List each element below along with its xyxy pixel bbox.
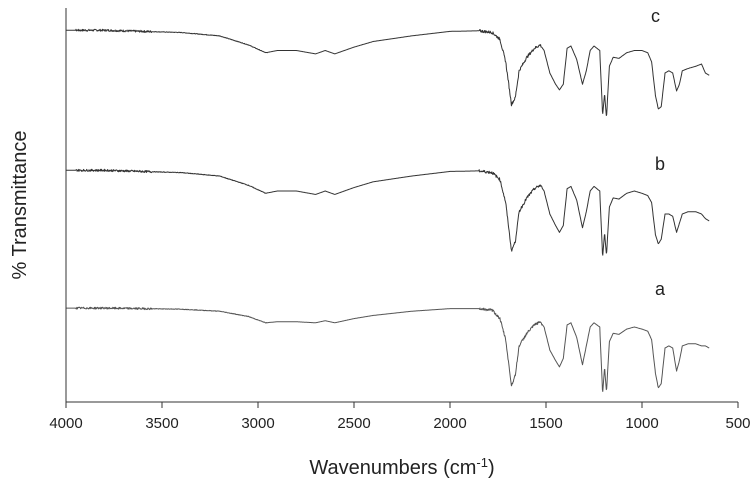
x-ticks: 4000 3500 3000 2500 2000 1500 1000 500 (49, 402, 751, 432)
x-tick-label: 3500 (145, 415, 178, 432)
x-axis-title-main: Wavenumbers (cm (309, 457, 476, 479)
series-label-c: c (651, 6, 660, 26)
x-tick-label: 500 (725, 415, 750, 432)
x-tick-label: 3000 (241, 415, 274, 432)
spectrum-line-b (65, 168, 710, 256)
spectrum-line-a (65, 306, 710, 392)
x-tick-label: 1500 (529, 415, 562, 432)
x-axis-title: Wavenumbers (cm-1) (309, 455, 494, 480)
series-label-a: a (655, 279, 666, 299)
x-tick-label: 4000 (49, 415, 82, 432)
plot-area: c b a (65, 6, 710, 392)
spectrum-line-c (65, 28, 710, 116)
x-axis-title-close: ) (488, 457, 495, 479)
series-label-b: b (655, 154, 665, 174)
x-axis-title-superscript: -1 (476, 455, 488, 470)
x-tick-label: 2500 (337, 415, 370, 432)
x-tick-label: 1000 (625, 415, 658, 432)
x-tick-label: 2000 (433, 415, 466, 432)
y-axis-title: % Transmittance (9, 131, 31, 280)
